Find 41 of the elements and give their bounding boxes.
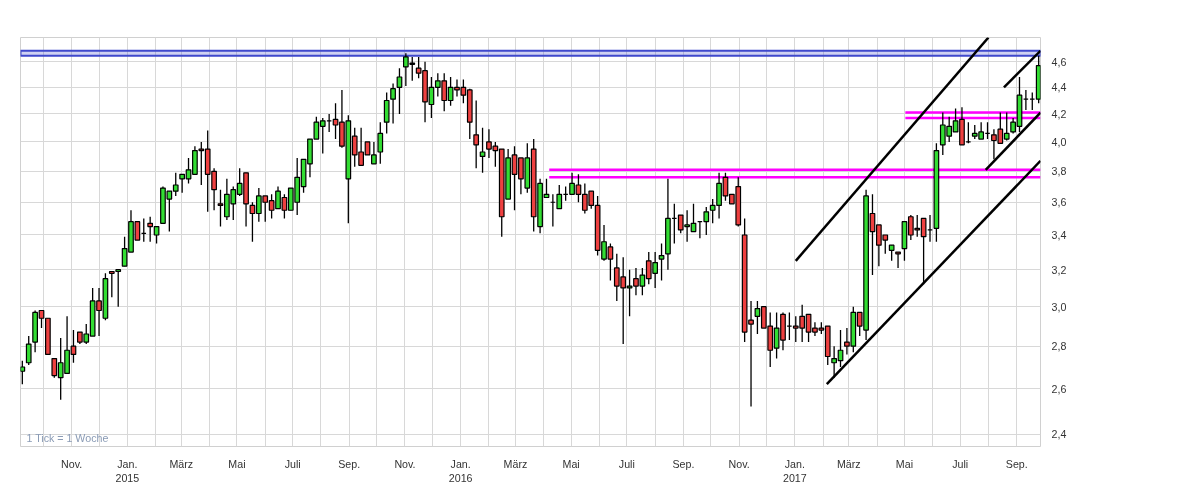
x-tick-label: Juli xyxy=(284,457,301,470)
y-tick-label: 3,0 xyxy=(1051,300,1067,313)
candlestick xyxy=(377,121,384,165)
x-tick-label: Nov. xyxy=(394,457,416,470)
candlestick xyxy=(658,242,665,282)
y-tick-label: 3,2 xyxy=(1051,263,1067,276)
annotation: 1 Tick = 1 Woche xyxy=(26,431,109,444)
x-tick-label: Mai xyxy=(228,457,246,470)
y-tick-label: 3,4 xyxy=(1051,228,1067,241)
candlestick xyxy=(390,82,396,125)
x-tick-label: Nov. xyxy=(728,457,750,470)
x-tick-label: Mai xyxy=(562,457,580,470)
candlestick xyxy=(25,335,32,366)
x-tick-label: März xyxy=(503,457,528,470)
x-tick-label: März xyxy=(169,457,194,470)
y-tick-label: 4,6 xyxy=(1051,55,1067,68)
x-tick-label: März xyxy=(836,457,861,470)
x-tick-label: Juli xyxy=(618,457,635,470)
y-tick-label: 4,2 xyxy=(1051,107,1067,120)
x-tick-label: Juli xyxy=(952,457,969,470)
x-tick-label: Mai xyxy=(895,457,914,470)
x-tick-label: Sep. xyxy=(672,457,695,470)
candlestick xyxy=(473,99,480,169)
y-tick-label: 2,4 xyxy=(1051,428,1067,441)
candlestick xyxy=(396,67,403,115)
x-tick-label: Jan. 2016 xyxy=(448,457,473,484)
y-tick-label: 3,8 xyxy=(1051,165,1067,178)
candlestick xyxy=(383,91,390,135)
y-tick-label: 3,6 xyxy=(1051,196,1067,209)
y-tick-label: 2,8 xyxy=(1051,340,1067,353)
x-tick-label: Sep. xyxy=(338,457,361,470)
x-tick-label: Sep. xyxy=(1005,457,1028,470)
candlestick xyxy=(895,251,901,269)
x-tick-label: Jan. 2015 xyxy=(115,457,140,484)
x-tick-label: Jan. 2017 xyxy=(783,457,807,484)
candlestick xyxy=(20,360,26,385)
y-tick-label: 2,6 xyxy=(1051,382,1067,395)
y-tick-label: 4,4 xyxy=(1051,81,1067,94)
candlestick xyxy=(479,127,486,174)
x-tick-label: Nov. xyxy=(61,457,83,470)
y-tick-label: 4,0 xyxy=(1051,135,1067,148)
